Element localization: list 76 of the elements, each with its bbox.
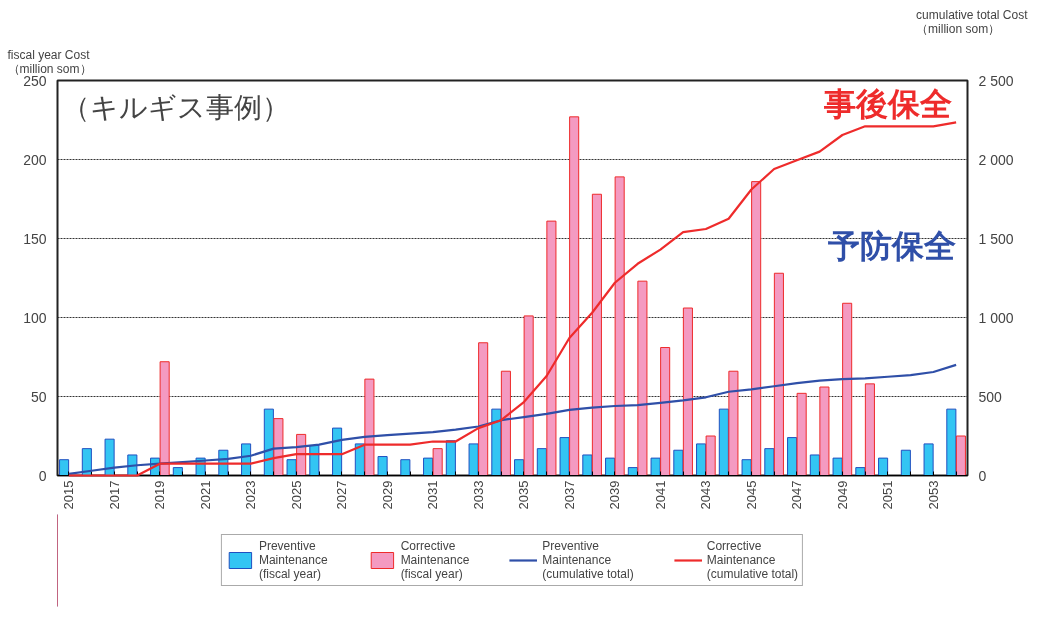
- x-tick-label: 2045: [743, 480, 759, 510]
- bar: [650, 457, 661, 476]
- x-tick-label: 2049: [834, 480, 850, 510]
- x-tick-label: 2021: [197, 480, 213, 510]
- y-tick-label: 200: [23, 151, 47, 168]
- bar: [718, 408, 729, 476]
- annotation: （キルギス事例）: [62, 92, 291, 124]
- y2-axis-title: cumulative total Cost （million som）: [916, 7, 1029, 36]
- x-tick-label: 2041: [652, 480, 668, 510]
- bar: [172, 467, 183, 476]
- bar: [605, 457, 616, 476]
- x-tick-label: 2039: [607, 480, 623, 510]
- bar: [946, 408, 957, 476]
- legend-label: Corrective Maintenance (cumulative total): [706, 539, 799, 581]
- bar: [855, 467, 866, 476]
- bar: [764, 448, 775, 476]
- bar: [582, 454, 593, 476]
- bar: [682, 307, 693, 476]
- x-tick-label: 2027: [334, 480, 350, 510]
- bar: [773, 272, 784, 476]
- y2-tick-label: 1 500: [978, 230, 1014, 247]
- y2-tick-label: 1 000: [978, 309, 1014, 326]
- bar: [400, 459, 411, 476]
- bar: [660, 347, 671, 476]
- bar: [377, 456, 388, 476]
- x-tick-label: 2019: [152, 480, 168, 510]
- bar: [864, 383, 875, 476]
- bar: [832, 457, 843, 476]
- y-tick-label: 100: [23, 309, 47, 326]
- bar: [286, 459, 297, 476]
- bar: [445, 440, 456, 476]
- bar: [673, 449, 684, 476]
- y2-tick-label: 0: [978, 467, 987, 484]
- x-tick-label: 2053: [925, 480, 941, 510]
- bar: [955, 435, 966, 476]
- bar: [923, 443, 934, 476]
- x-tick-label: 2029: [379, 480, 395, 510]
- line-series: [67, 363, 958, 476]
- bar: [705, 435, 716, 476]
- bar: [491, 408, 502, 476]
- y2-tick-label: 2 000: [978, 151, 1014, 168]
- bar: [819, 386, 830, 476]
- bar: [842, 302, 853, 476]
- x-tick-label: 2047: [789, 480, 805, 510]
- x-tick-label: 2017: [106, 480, 122, 510]
- x-tick-label: 2015: [61, 480, 77, 510]
- x-tick-label: 2043: [698, 480, 714, 510]
- legend-label: Preventive Maintenance (fiscal year): [258, 539, 328, 581]
- y-tick-label: 150: [23, 230, 47, 247]
- x-tick-label: 2037: [561, 480, 577, 510]
- y-tick-label: 50: [30, 388, 47, 405]
- bar: [637, 280, 648, 476]
- x-tick-label: 2023: [243, 480, 259, 510]
- y-tick-label: 0: [38, 467, 47, 484]
- bar: [741, 459, 752, 476]
- bar: [468, 443, 479, 476]
- bar: [59, 459, 70, 476]
- bar: [878, 457, 889, 476]
- bar: [432, 448, 443, 476]
- legend-label: Preventive Maintenance (cumulative total): [542, 539, 634, 581]
- annotation: 予防保全: [827, 228, 957, 265]
- y2-tick-label: 500: [978, 388, 1003, 405]
- bar: [809, 454, 820, 476]
- annotation: 事後保全: [822, 86, 952, 123]
- x-tick-label: 2035: [516, 480, 532, 510]
- bar: [796, 392, 807, 476]
- x-tick-label: 2031: [425, 480, 441, 510]
- bar: [423, 457, 434, 476]
- x-tick-label: 2033: [470, 480, 486, 510]
- bar: [728, 370, 739, 476]
- x-tick-label: 2051: [880, 480, 896, 510]
- bar: [900, 449, 911, 476]
- x-tick-label: 2025: [288, 480, 304, 510]
- bar: [559, 437, 570, 476]
- y2-tick-label: 2 500: [978, 72, 1014, 89]
- legend-label: Corrective Maintenance (fiscal year): [400, 539, 470, 581]
